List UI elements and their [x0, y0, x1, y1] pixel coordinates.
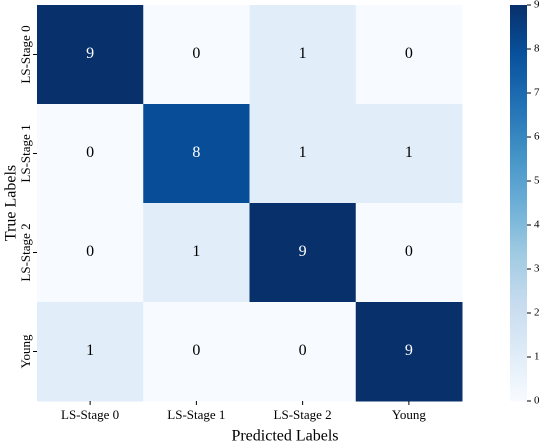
colorbar-tick-label: 6	[534, 131, 540, 143]
x-axis-label: Predicted Labels	[231, 428, 338, 445]
cell-label: 1	[86, 342, 94, 359]
colorbar-tick-label: 7	[534, 87, 540, 99]
heatmap-cell	[249, 302, 357, 402]
heatmap-cell	[355, 203, 463, 303]
heatmap-cell	[37, 302, 144, 402]
heatmap-cell	[249, 5, 357, 105]
colorbar	[510, 5, 527, 401]
cell-label: 0	[405, 45, 413, 62]
heatmap-cell	[37, 5, 144, 105]
colorbar-tick-label: 5	[534, 175, 540, 187]
cell-label: 0	[192, 45, 200, 62]
cell-label: 0	[86, 144, 94, 161]
heatmap-cell	[143, 302, 250, 402]
cell-label: 0	[299, 342, 307, 359]
cell-label: 0	[86, 243, 94, 260]
y-tick-label: LS-Stage 2	[18, 223, 33, 281]
heatmap-cell	[143, 5, 250, 105]
colorbar-tick-label: 8	[534, 43, 540, 55]
y-tick-label: LS-Stage 1	[18, 124, 33, 182]
heatmap-cell	[249, 203, 357, 303]
colorbar-tick-label: 0	[534, 395, 540, 407]
cell-label: 0	[192, 342, 200, 359]
x-tick-label: LS-Stage 0	[61, 407, 119, 422]
colorbar-tick-label: 4	[534, 219, 540, 231]
colorbar-tick-label: 9	[534, 0, 540, 11]
cell-label: 9	[299, 243, 307, 260]
cell-label: 8	[192, 144, 200, 161]
y-tick-label: Young	[18, 334, 33, 369]
heatmap-cell	[355, 5, 463, 105]
colorbar-tick-label: 1	[534, 351, 540, 363]
cell-label: 1	[405, 144, 413, 161]
cell-label: 0	[405, 243, 413, 260]
x-tick-label: LS-Stage 1	[167, 407, 225, 422]
cell-label: 1	[192, 243, 200, 260]
y-tick-label: LS-Stage 0	[18, 25, 33, 83]
x-tick-label: Young	[392, 407, 427, 422]
cell-label: 9	[86, 45, 94, 62]
heatmap-cell	[143, 203, 250, 303]
x-tick-label: LS-Stage 2	[274, 407, 332, 422]
y-axis-label: True Labels	[3, 165, 20, 241]
heatmap-cell	[143, 104, 250, 204]
colorbar-tick-label: 2	[534, 307, 540, 319]
heatmap-cell	[355, 302, 463, 402]
cell-label: 1	[299, 45, 307, 62]
heatmap-cell	[249, 104, 357, 204]
colorbar-tick-label: 3	[534, 263, 540, 275]
heatmap-cell	[355, 104, 463, 204]
heatmap-cell	[37, 203, 144, 303]
cell-label: 1	[299, 144, 307, 161]
heatmap-cell	[37, 104, 144, 204]
cell-label: 9	[405, 342, 413, 359]
